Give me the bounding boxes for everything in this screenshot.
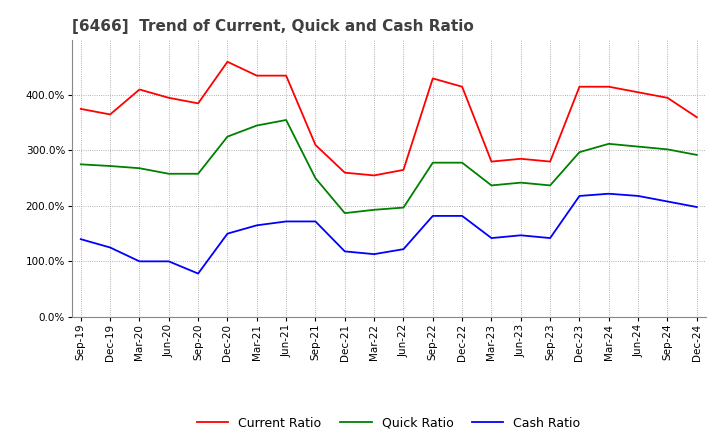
Current Ratio (458, 84, 467, 89)
Current Ratio (546, 159, 554, 164)
Cash Ratio (311, 219, 320, 224)
Cash Ratio (282, 219, 290, 224)
Current Ratio (428, 76, 437, 81)
Line: Cash Ratio: Cash Ratio (81, 194, 697, 274)
Cash Ratio (164, 259, 173, 264)
Cash Ratio (634, 193, 642, 198)
Cash Ratio (341, 249, 349, 254)
Cash Ratio (663, 199, 672, 204)
Line: Quick Ratio: Quick Ratio (81, 120, 697, 213)
Current Ratio (223, 59, 232, 64)
Quick Ratio (135, 165, 144, 171)
Cash Ratio (428, 213, 437, 219)
Quick Ratio (76, 161, 85, 167)
Quick Ratio (106, 163, 114, 169)
Cash Ratio (605, 191, 613, 196)
Quick Ratio (341, 210, 349, 216)
Quick Ratio (458, 160, 467, 165)
Quick Ratio (194, 171, 202, 176)
Quick Ratio (693, 152, 701, 158)
Cash Ratio (458, 213, 467, 219)
Quick Ratio (428, 160, 437, 165)
Quick Ratio (253, 123, 261, 128)
Text: [6466]  Trend of Current, Quick and Cash Ratio: [6466] Trend of Current, Quick and Cash … (72, 19, 474, 34)
Current Ratio (282, 73, 290, 78)
Quick Ratio (634, 144, 642, 149)
Cash Ratio (194, 271, 202, 276)
Current Ratio (663, 95, 672, 100)
Quick Ratio (487, 183, 496, 188)
Quick Ratio (399, 205, 408, 210)
Cash Ratio (76, 237, 85, 242)
Current Ratio (516, 156, 525, 161)
Cash Ratio (106, 245, 114, 250)
Quick Ratio (370, 207, 379, 213)
Cash Ratio (693, 205, 701, 210)
Current Ratio (194, 101, 202, 106)
Current Ratio (370, 173, 379, 178)
Current Ratio (341, 170, 349, 175)
Current Ratio (487, 159, 496, 164)
Quick Ratio (575, 150, 584, 155)
Legend: Current Ratio, Quick Ratio, Cash Ratio: Current Ratio, Quick Ratio, Cash Ratio (192, 412, 585, 435)
Current Ratio (164, 95, 173, 100)
Current Ratio (76, 106, 85, 111)
Cash Ratio (487, 235, 496, 241)
Current Ratio (311, 142, 320, 147)
Current Ratio (253, 73, 261, 78)
Quick Ratio (311, 176, 320, 181)
Cash Ratio (253, 223, 261, 228)
Quick Ratio (282, 117, 290, 123)
Current Ratio (693, 114, 701, 120)
Current Ratio (399, 167, 408, 172)
Cash Ratio (399, 246, 408, 252)
Current Ratio (135, 87, 144, 92)
Current Ratio (605, 84, 613, 89)
Cash Ratio (575, 193, 584, 198)
Current Ratio (106, 112, 114, 117)
Current Ratio (575, 84, 584, 89)
Quick Ratio (546, 183, 554, 188)
Quick Ratio (605, 141, 613, 147)
Quick Ratio (663, 147, 672, 152)
Cash Ratio (546, 235, 554, 241)
Line: Current Ratio: Current Ratio (81, 62, 697, 176)
Quick Ratio (223, 134, 232, 139)
Cash Ratio (223, 231, 232, 236)
Quick Ratio (516, 180, 525, 185)
Cash Ratio (370, 252, 379, 257)
Current Ratio (634, 90, 642, 95)
Quick Ratio (164, 171, 173, 176)
Cash Ratio (516, 233, 525, 238)
Cash Ratio (135, 259, 144, 264)
